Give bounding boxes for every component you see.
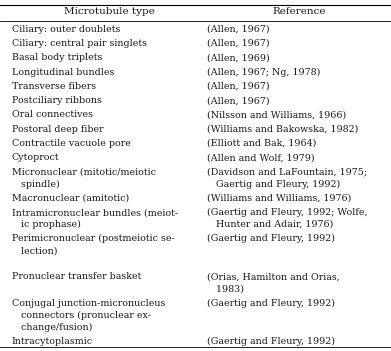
Text: (Gaertig and Fleury, 1992): (Gaertig and Fleury, 1992) <box>207 299 335 308</box>
Text: Postoral deep fiber: Postoral deep fiber <box>12 125 103 134</box>
Text: Contractile vacuole pore: Contractile vacuole pore <box>12 139 131 148</box>
Text: Pronuclear transfer basket: Pronuclear transfer basket <box>12 272 141 282</box>
Text: (Gaertig and Fleury, 1992): (Gaertig and Fleury, 1992) <box>207 337 335 346</box>
Text: Transverse fibers: Transverse fibers <box>12 82 96 91</box>
Text: connectors (pronuclear ex-: connectors (pronuclear ex- <box>12 311 151 320</box>
Text: ic prophase): ic prophase) <box>12 220 81 229</box>
Text: lection): lection) <box>12 246 57 255</box>
Text: Ciliary: central pair singlets: Ciliary: central pair singlets <box>12 39 147 48</box>
Text: spindle): spindle) <box>12 179 59 188</box>
Text: Microtubule type: Microtubule type <box>64 7 155 16</box>
Text: Macronuclear (amitotic): Macronuclear (amitotic) <box>12 194 129 203</box>
Text: (Gaertig and Fleury, 1992): (Gaertig and Fleury, 1992) <box>207 234 335 243</box>
Text: (Allen, 1967): (Allen, 1967) <box>207 96 270 105</box>
Text: Gaertig and Fleury, 1992): Gaertig and Fleury, 1992) <box>207 179 341 188</box>
Text: Basal body triplets: Basal body triplets <box>12 53 102 62</box>
Text: (Allen and Wolf, 1979): (Allen and Wolf, 1979) <box>207 153 315 162</box>
Text: (Gaertig and Fleury, 1992; Wolfe,: (Gaertig and Fleury, 1992; Wolfe, <box>207 208 368 217</box>
Text: 1983): 1983) <box>207 284 244 293</box>
Text: change/fusion): change/fusion) <box>12 323 92 332</box>
Text: Perimicronuclear (postmeiotic se-: Perimicronuclear (postmeiotic se- <box>12 234 174 243</box>
Text: (Allen, 1967; Ng, 1978): (Allen, 1967; Ng, 1978) <box>207 67 321 77</box>
Text: Hunter and Adair, 1976): Hunter and Adair, 1976) <box>207 220 334 229</box>
Text: (Elliott and Bak, 1964): (Elliott and Bak, 1964) <box>207 139 317 148</box>
Text: Oral connectives: Oral connectives <box>12 111 93 119</box>
Text: Ciliary: outer doublets: Ciliary: outer doublets <box>12 25 120 34</box>
Text: Intramicronuclear bundles (meiot-: Intramicronuclear bundles (meiot- <box>12 208 178 217</box>
Text: Longitudinal bundles: Longitudinal bundles <box>12 67 114 77</box>
Text: (Orias, Hamilton and Orias,: (Orias, Hamilton and Orias, <box>207 272 340 282</box>
Text: (Davidson and LaFountain, 1975;: (Davidson and LaFountain, 1975; <box>207 167 367 177</box>
Text: (Williams and Bakowska, 1982): (Williams and Bakowska, 1982) <box>207 125 359 134</box>
Text: Postciliary ribbons: Postciliary ribbons <box>12 96 102 105</box>
Text: Conjugal junction-micronucleus: Conjugal junction-micronucleus <box>12 299 165 307</box>
Text: (Allen, 1967): (Allen, 1967) <box>207 39 270 48</box>
Text: Intracytoplasmic: Intracytoplasmic <box>12 337 93 346</box>
Text: (Nilsson and Williams, 1966): (Nilsson and Williams, 1966) <box>207 111 346 119</box>
Text: Reference: Reference <box>273 7 326 16</box>
Text: Micronuclear (mitotic/meiotic: Micronuclear (mitotic/meiotic <box>12 167 156 177</box>
Text: (Allen, 1967): (Allen, 1967) <box>207 82 270 91</box>
Text: (Williams and Williams, 1976): (Williams and Williams, 1976) <box>207 194 352 203</box>
Text: (Allen, 1967): (Allen, 1967) <box>207 25 270 34</box>
Text: Cytoproct: Cytoproct <box>12 153 59 162</box>
Text: (Allen, 1969): (Allen, 1969) <box>207 53 270 62</box>
